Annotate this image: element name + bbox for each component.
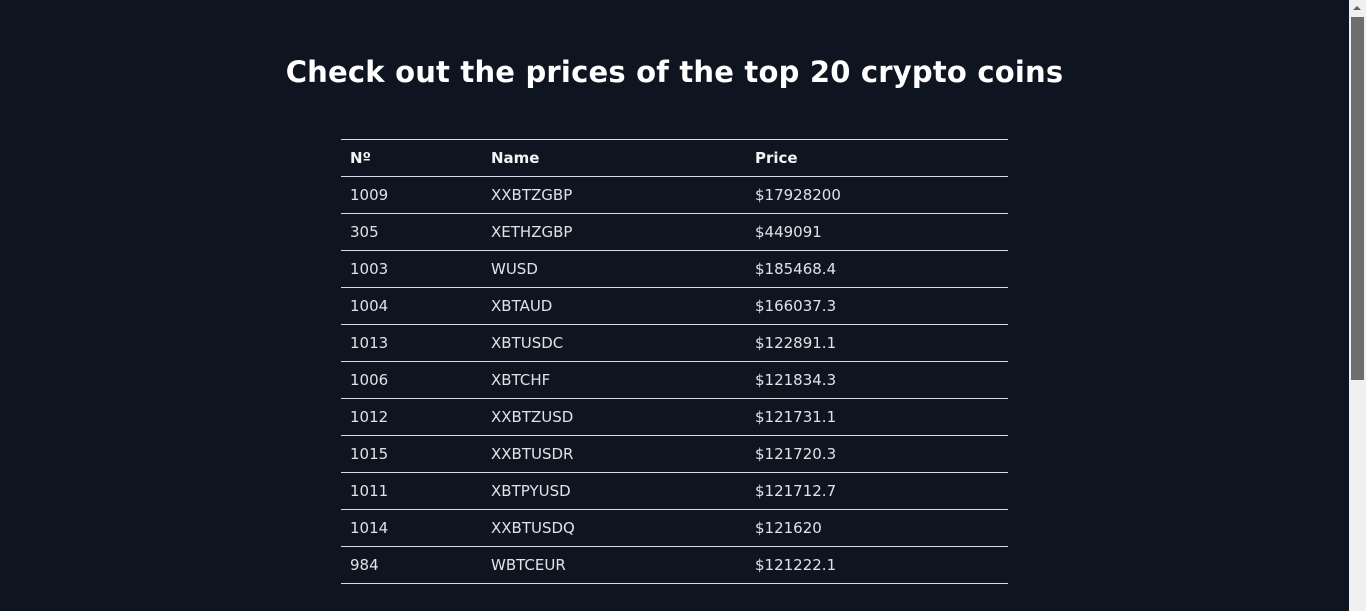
cell-name: XBTCHF xyxy=(482,361,746,399)
page-title: Check out the prices of the top 20 crypt… xyxy=(285,55,1064,89)
cell-price: $121834.3 xyxy=(746,361,1008,399)
column-header-name: Name xyxy=(482,139,746,177)
crypto-prices-table: Nº Name Price 1009 XXBTZGBP $17928200 305 XE… xyxy=(341,139,1008,584)
table-row: 1004 XBTAUD $166037.3 xyxy=(341,287,1008,325)
cell-name: XXBTUSDR xyxy=(482,435,746,473)
cell-number: 1015 xyxy=(341,435,482,473)
table-row: 1014 XXBTUSDQ $121620 xyxy=(341,509,1008,547)
cell-name: XXBTZGBP xyxy=(482,176,746,214)
table-row: 1011 XBTPYUSD $121712.7 xyxy=(341,472,1008,510)
cell-name: XXBTUSDQ xyxy=(482,509,746,547)
table-row: 305 XETHZGBP $449091 xyxy=(341,213,1008,251)
cell-name: XBTUSDC xyxy=(482,324,746,362)
cell-number: 1011 xyxy=(341,472,482,510)
vertical-scrollbar[interactable] xyxy=(1349,0,1366,611)
cell-price: $121731.1 xyxy=(746,398,1008,436)
table-row: 1009 XXBTZGBP $17928200 xyxy=(341,176,1008,214)
cell-number: 1012 xyxy=(341,398,482,436)
cell-name: WBTCEUR xyxy=(482,546,746,584)
cell-price: $121720.3 xyxy=(746,435,1008,473)
cell-price: $121712.7 xyxy=(746,472,1008,510)
table-row: 1003 WUSD $185468.4 xyxy=(341,250,1008,288)
scroll-up-arrow-icon[interactable] xyxy=(1349,0,1366,17)
column-header-number: Nº xyxy=(341,139,482,177)
table-row: 1013 XBTUSDC $122891.1 xyxy=(341,324,1008,362)
cell-price: $185468.4 xyxy=(746,250,1008,288)
column-header-price: Price xyxy=(746,139,1008,177)
table-header: Nº Name Price xyxy=(341,139,1008,177)
cell-name: XXBTZUSD xyxy=(482,398,746,436)
cell-name: XBTPYUSD xyxy=(482,472,746,510)
cell-price: $121620 xyxy=(746,509,1008,547)
crypto-table-container: Nº Name Price 1009 XXBTZGBP $17928200 305 XE… xyxy=(341,139,1008,584)
cell-name: XBTAUD xyxy=(482,287,746,325)
cell-number: 1009 xyxy=(341,176,482,214)
cell-price: $17928200 xyxy=(746,176,1008,214)
cell-number: 1014 xyxy=(341,509,482,547)
cell-price: $121222.1 xyxy=(746,546,1008,584)
table-body: 1009 XXBTZGBP $17928200 305 XETHZGBP $449091 1… xyxy=(341,176,1008,584)
cell-number: 1013 xyxy=(341,324,482,362)
scrollbar-thumb[interactable] xyxy=(1351,17,1364,380)
cell-name: XETHZGBP xyxy=(482,213,746,251)
cell-number: 1004 xyxy=(341,287,482,325)
cell-price: $166037.3 xyxy=(746,287,1008,325)
cell-price: $449091 xyxy=(746,213,1008,251)
cell-name: WUSD xyxy=(482,250,746,288)
cell-number: 1006 xyxy=(341,361,482,399)
table-row: 1012 XXBTZUSD $121731.1 xyxy=(341,398,1008,436)
cell-number: 305 xyxy=(341,213,482,251)
cell-price: $122891.1 xyxy=(746,324,1008,362)
header-row: Nº Name Price xyxy=(341,139,1008,177)
cell-number: 984 xyxy=(341,546,482,584)
cell-number: 1003 xyxy=(341,250,482,288)
table-row: 1006 XBTCHF $121834.3 xyxy=(341,361,1008,399)
table-row: 1015 XXBTUSDR $121720.3 xyxy=(341,435,1008,473)
table-row: 984 WBTCEUR $121222.1 xyxy=(341,546,1008,584)
